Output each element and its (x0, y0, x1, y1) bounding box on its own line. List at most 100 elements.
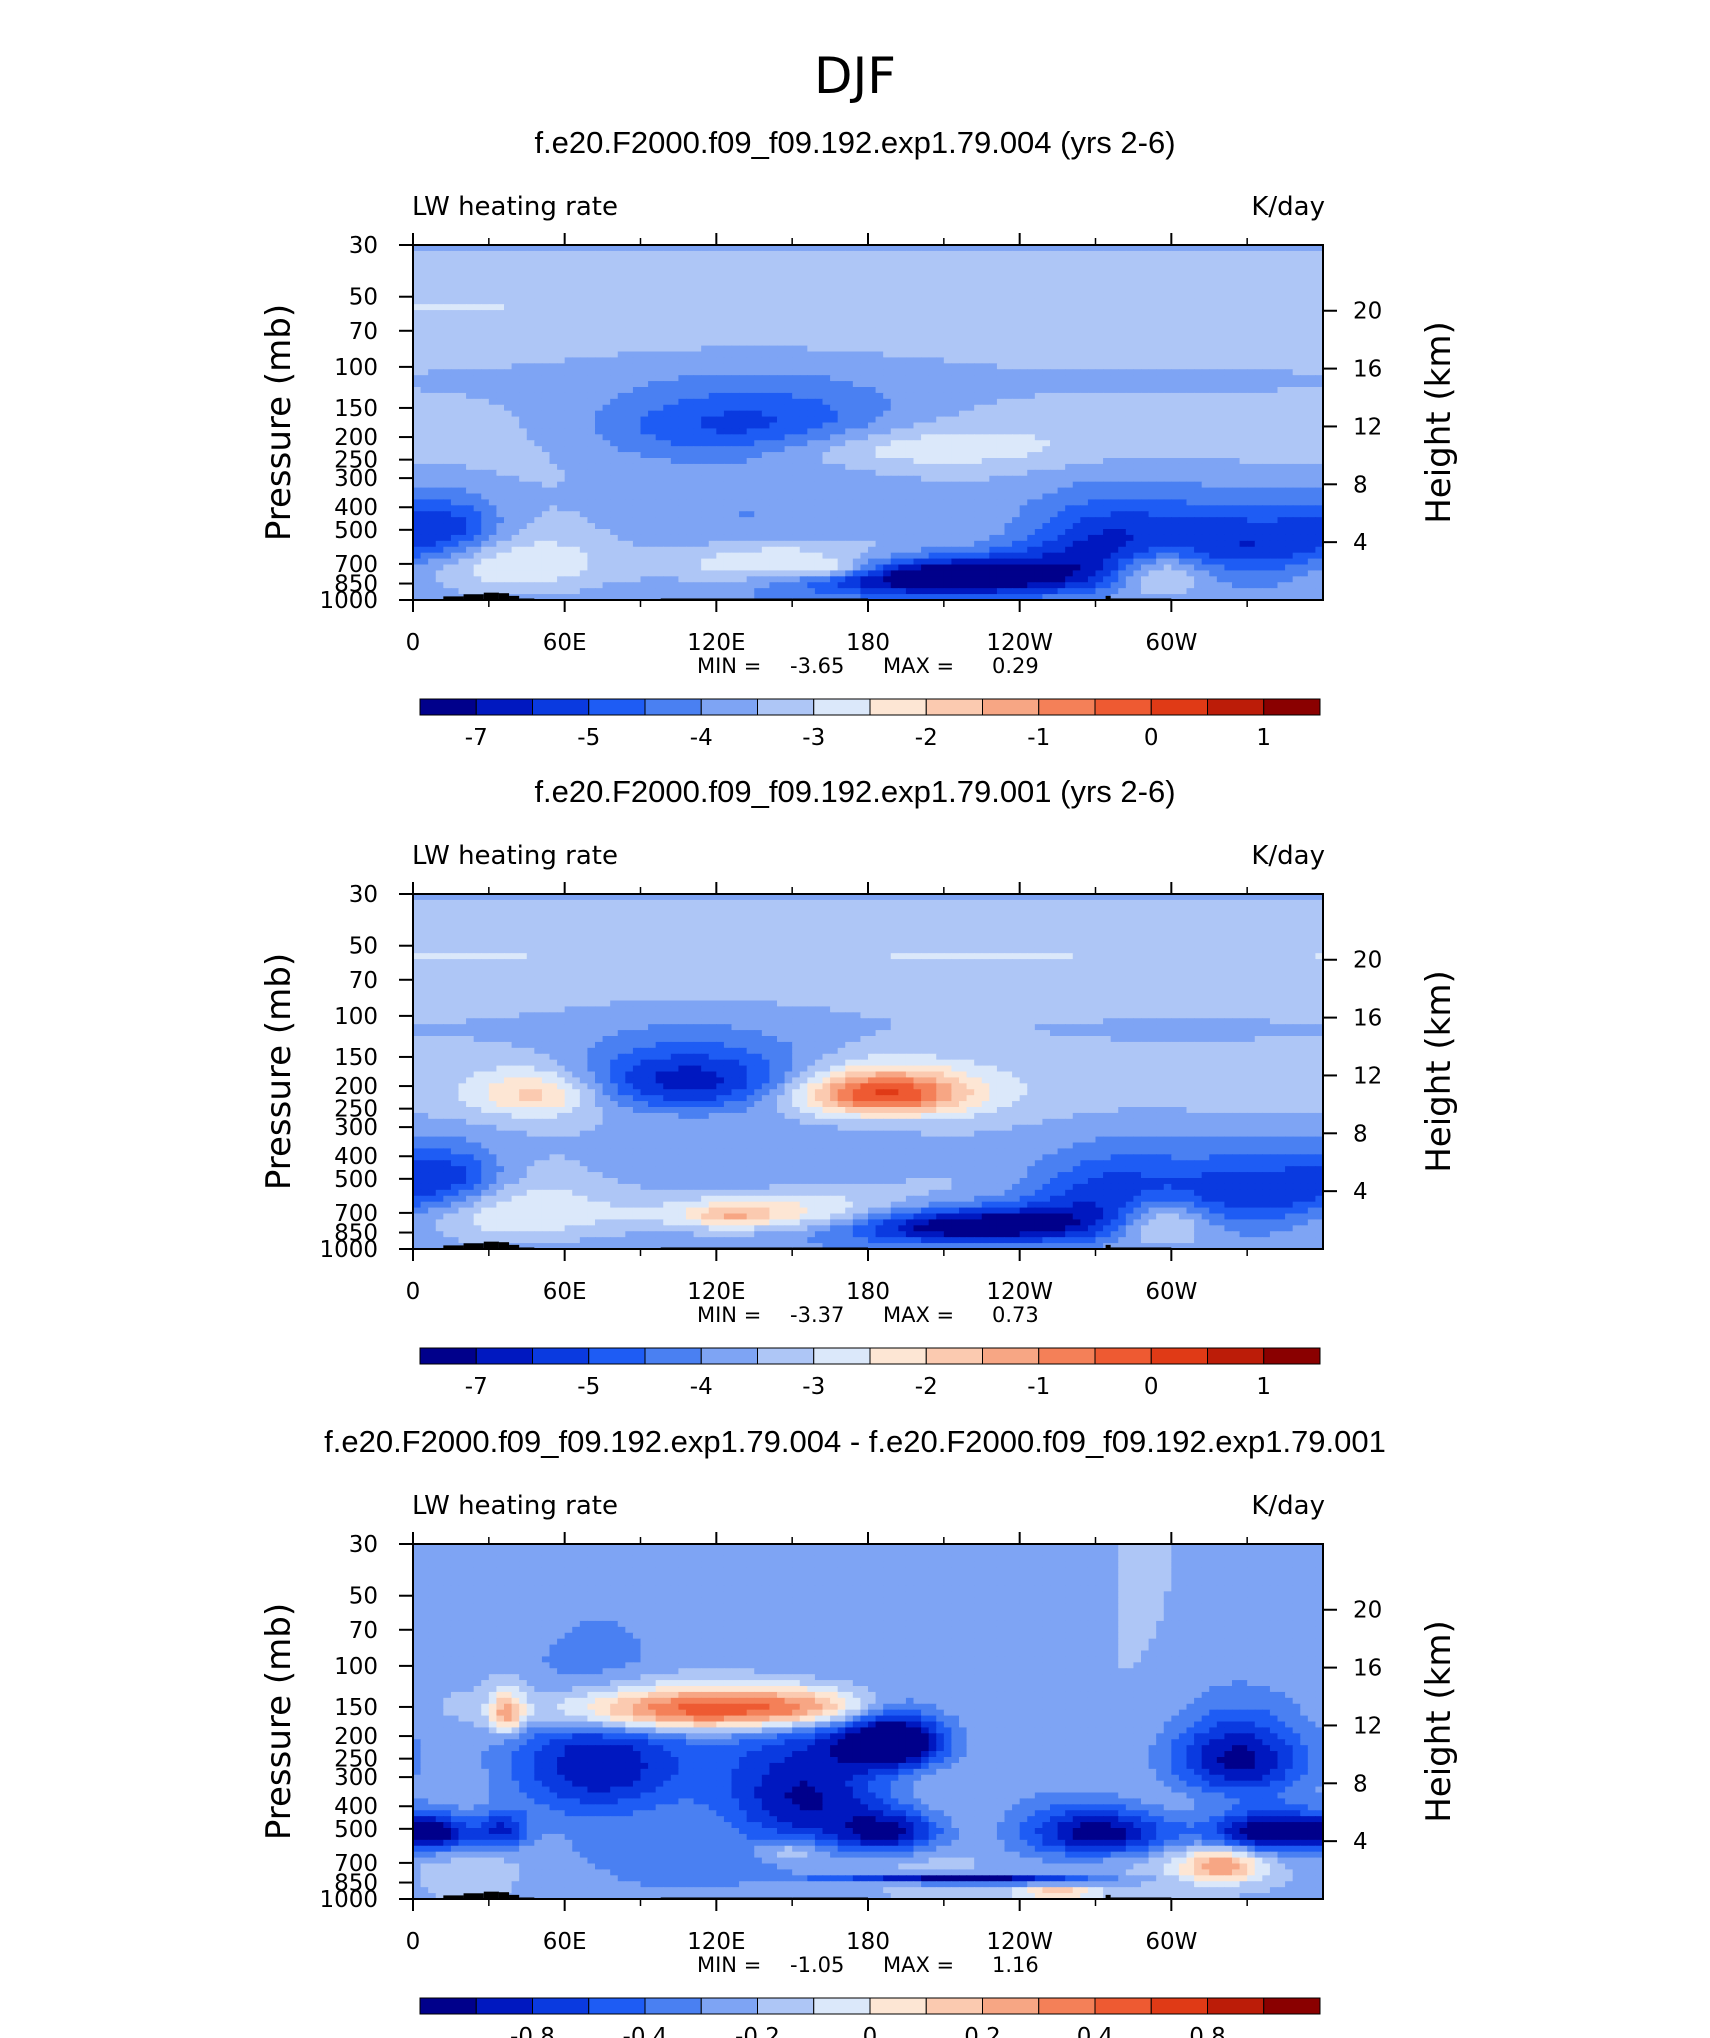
heatmap-cell (883, 434, 891, 441)
heatmap-cell (466, 375, 474, 382)
heatmap-cell (1262, 298, 1270, 305)
heatmap-cell (860, 405, 868, 412)
heatmap-cell (1171, 275, 1179, 282)
heatmap-cell (777, 369, 785, 376)
heatmap-cell (1194, 269, 1202, 276)
heatmap-cell (565, 488, 573, 495)
heatmap-cell (701, 440, 709, 447)
heatmap-cell (732, 417, 740, 424)
heatmap-cell (762, 304, 770, 311)
heatmap-cell (1224, 399, 1232, 406)
heatmap-cell (1194, 328, 1202, 335)
heatmap-cell (898, 334, 906, 341)
heatmap-cell (1042, 269, 1050, 276)
heatmap-cell (989, 257, 997, 264)
heatmap-cell (550, 488, 558, 495)
heatmap-cell (1247, 399, 1255, 406)
heatmap-cell (603, 334, 611, 341)
heatmap-cell (747, 310, 755, 317)
heatmap-cell (898, 375, 906, 382)
heatmap-cell (572, 281, 580, 288)
heatmap-cell (451, 263, 459, 270)
heatmap-cell (421, 488, 429, 495)
heatmap-cell (595, 423, 603, 430)
heatmap-cell (716, 428, 724, 435)
heatmap-cell (785, 281, 793, 288)
heatmap-cell (1308, 275, 1316, 282)
heatmap-cell (641, 381, 649, 388)
heatmap-cell (1217, 340, 1225, 347)
heatmap-cell (1050, 334, 1058, 341)
heatmap-cell (967, 452, 975, 459)
heatmap-cell (883, 292, 891, 299)
heatmap-cell (1133, 298, 1141, 305)
heatmap-cell (769, 304, 777, 311)
heatmap-cell (800, 281, 808, 288)
heatmap-cell (815, 363, 823, 370)
heatmap-cell (1209, 328, 1217, 335)
heatmap-cell (1126, 428, 1134, 435)
heatmap-cell (1042, 399, 1050, 406)
heatmap-cell (1118, 369, 1126, 376)
heatmap-cell (1194, 340, 1202, 347)
heatmap-cell (929, 292, 937, 299)
heatmap-cell (656, 357, 664, 364)
heatmap-cell (1187, 298, 1195, 305)
heatmap-cell (860, 440, 868, 447)
heatmap-cell (1005, 334, 1013, 341)
heatmap-cell (1293, 316, 1301, 323)
heatmap-cell (906, 304, 914, 311)
heatmap-cell (906, 316, 914, 323)
heatmap-cell (709, 411, 717, 418)
heatmap-cell (1217, 263, 1225, 270)
heatmap-cell (678, 298, 686, 305)
heatmap-cell (1278, 263, 1286, 270)
heatmap-cell (671, 434, 679, 441)
heatmap-cell (421, 292, 429, 299)
heatmap-cell (732, 381, 740, 388)
heatmap-cell (1133, 417, 1141, 424)
heatmap-cell (542, 405, 550, 412)
heatmap-cell (686, 346, 694, 353)
heatmap-cell (595, 340, 603, 347)
heatmap-cell (1088, 257, 1096, 264)
heatmap-cell (451, 352, 459, 359)
heatmap-cell (800, 375, 808, 382)
heatmap-cell (648, 464, 656, 471)
heatmap-cell (550, 275, 558, 282)
heatmap-cell (709, 470, 717, 477)
heatmap-cell (519, 346, 527, 353)
heatmap-cell (769, 423, 777, 430)
heatmap-cell (565, 417, 573, 424)
heatmap-cell (974, 440, 982, 447)
heatmap-cell (777, 411, 785, 418)
heatmap-cell (1058, 322, 1066, 329)
heatmap-cell (1232, 334, 1240, 341)
heatmap-cell (481, 476, 489, 483)
heatmap-cell (800, 269, 808, 276)
heatmap-cell (1035, 423, 1043, 430)
heatmap-cell (1020, 304, 1028, 311)
heatmap-cell (1103, 369, 1111, 376)
heatmap-cell (671, 458, 679, 465)
heatmap-cell (830, 286, 838, 293)
heatmap-cell (603, 292, 611, 299)
heatmap-cell (512, 275, 520, 282)
heatmap-cell (997, 417, 1005, 424)
heatmap-cell (466, 281, 474, 288)
heatmap-cell (603, 381, 611, 388)
heatmap-cell (1224, 411, 1232, 418)
heatmap-cell (1103, 393, 1111, 400)
heatmap-cell (800, 346, 808, 353)
heatmap-cell (967, 411, 975, 418)
heatmap-cell (883, 286, 891, 293)
heatmap-cell (830, 352, 838, 359)
heatmap-cell (580, 375, 588, 382)
heatmap-cell (496, 310, 504, 317)
heatmap-cell (1012, 281, 1020, 288)
heatmap-cell (565, 434, 573, 441)
heatmap-cell (1111, 381, 1119, 388)
heatmap-cell (936, 257, 944, 264)
heatmap-cell (625, 292, 633, 299)
heatmap-cell (466, 363, 474, 370)
